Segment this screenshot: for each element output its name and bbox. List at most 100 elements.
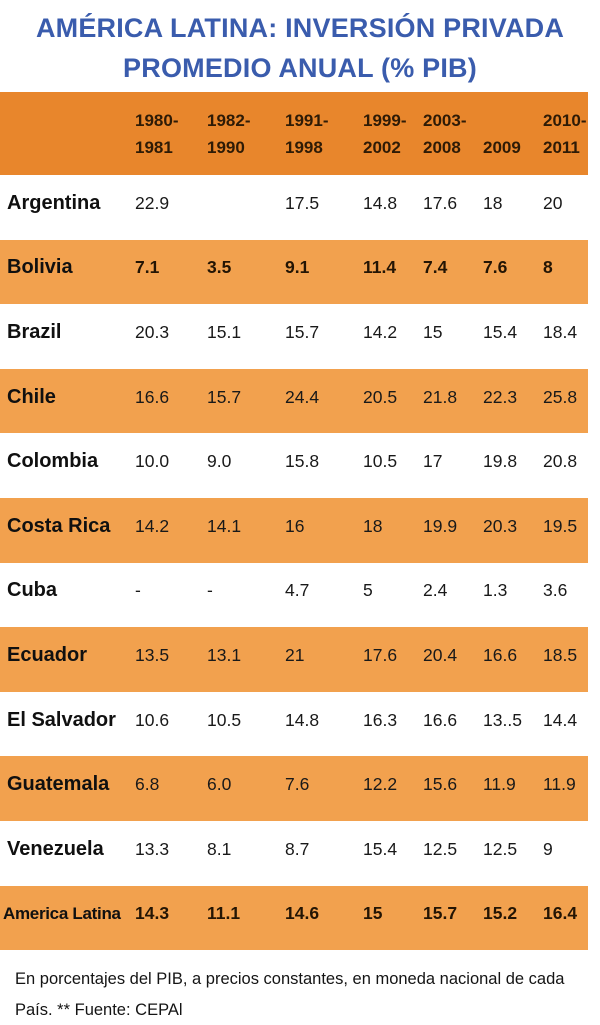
cell-value: 16.6	[423, 709, 458, 730]
country-column-header	[0, 92, 130, 175]
cell-value: 5	[363, 580, 373, 601]
cell-value: 17.5	[285, 192, 320, 213]
cell-value: 8.7	[285, 838, 310, 859]
country-label: Brazil	[7, 320, 62, 343]
country-label: America Latina	[3, 903, 121, 923]
cell-value: 9.1	[285, 257, 310, 278]
country-label: Cuba	[7, 579, 57, 602]
cell-value: 3.6	[543, 580, 568, 601]
cell-value: 16.4	[543, 903, 578, 924]
cell-value: 8.1	[207, 838, 232, 859]
cell-value: 11.1	[207, 903, 241, 924]
cell-value: -	[135, 580, 141, 601]
cell-value: 11.4	[363, 257, 397, 278]
cell-value: 20.3	[483, 515, 518, 536]
country-label: Venezuela	[7, 837, 104, 860]
cell-value: 22.3	[483, 386, 518, 407]
column-header: 1999- 2002	[363, 110, 407, 157]
cell-value: 12.2	[363, 774, 398, 795]
cell-value: 7.6	[483, 257, 508, 278]
cell-value	[202, 175, 280, 240]
country-label: El Salvador	[7, 708, 116, 731]
table-row: Ecuador 13.5 13.1 21 17.6 20.4 16.6 18.5	[0, 627, 588, 692]
cell-value: 20.4	[423, 644, 458, 665]
cell-value: 21.8	[423, 386, 458, 407]
country-label: Ecuador	[7, 643, 88, 666]
cell-value: 16.3	[363, 709, 398, 730]
cell-value: 18	[363, 515, 383, 536]
table-row: Argentina 22.9 17.5 14.8 17.6 18 20	[0, 175, 588, 240]
country-label: Argentina	[7, 191, 101, 214]
cell-value: 25.8	[543, 386, 578, 407]
cell-value: 20	[543, 192, 563, 213]
country-label: Guatemala	[7, 773, 110, 796]
cell-value: 9	[543, 838, 553, 859]
cell-value: 13.5	[135, 644, 170, 665]
table-row: Chile 16.6 15.7 24.4 20.5 21.8 22.3 25.8	[0, 368, 588, 434]
cell-value: 11.9	[543, 774, 576, 795]
cell-value: 18	[483, 192, 503, 213]
cell-value: 8	[543, 257, 553, 278]
cell-value: 10.0	[135, 451, 170, 472]
cell-value: 13.3	[135, 838, 170, 859]
cell-value: 20.3	[135, 321, 170, 342]
table-row: Venezuela 13.3 8.1 8.7 15.4 12.5 12.5 9	[0, 820, 588, 886]
cell-value: 15	[363, 903, 383, 924]
cell-value: 7.1	[135, 257, 160, 278]
cell-value: 17.6	[363, 644, 398, 665]
cell-value: 4.7	[285, 580, 310, 601]
cell-value: 15	[423, 321, 443, 342]
cell-value: 16.6	[135, 386, 170, 407]
column-header: 2003- 2008	[423, 110, 467, 157]
cell-value: 10.5	[363, 451, 398, 472]
column-header: 2009	[483, 137, 521, 157]
cell-value: 14.2	[363, 321, 398, 342]
table-row: Cuba - - 4.7 5 2.4 1.3 3.6	[0, 562, 588, 628]
cell-value: 16	[285, 515, 305, 536]
cell-value: 15.7	[423, 903, 458, 924]
cell-value: 10.6	[135, 709, 170, 730]
cell-value: 18.5	[543, 644, 578, 665]
country-label: Bolivia	[7, 256, 73, 279]
cell-value: 15.7	[207, 386, 242, 407]
cell-value: 13.1	[207, 644, 242, 665]
cell-value: 22.9	[135, 192, 170, 213]
cell-value: 19.9	[423, 515, 458, 536]
table-row: Bolivia 7.1 3.5 9.1 11.4 7.4 7.6 8	[0, 239, 588, 305]
table-row: Costa Rica 14.2 14.1 16 18 19.9 20.3 19.5	[0, 497, 588, 563]
cell-value: 6.8	[135, 774, 160, 795]
page-title: AMÉRICA LATINA: INVERSIÓN PRIVADA PROMED…	[0, 0, 600, 92]
cell-value: 15.4	[483, 321, 518, 342]
cell-value: 9.0	[207, 451, 232, 472]
cell-value: 15.8	[285, 451, 320, 472]
column-header: 1980- 1981	[135, 110, 179, 157]
cell-value: 14.8	[363, 192, 398, 213]
cell-value: 15.1	[207, 321, 242, 342]
column-header: 1982- 1990	[207, 110, 251, 157]
cell-value: 14.1	[207, 515, 242, 536]
cell-value: 14.3	[135, 903, 170, 924]
cell-value: 15.6	[423, 774, 458, 795]
cell-value: 14.8	[285, 709, 320, 730]
cell-value: -	[207, 580, 213, 601]
cell-value: 12.5	[423, 838, 458, 859]
cell-value: 15.2	[483, 903, 518, 924]
footnote: En porcentajes del PIB, a precios consta…	[15, 970, 565, 1020]
cell-value: 15.4	[363, 838, 398, 859]
table-row: Guatemala 6.8 6.0 7.6 12.2 15.6 11.9 11.9	[0, 756, 588, 821]
table-body: Argentina 22.9 17.5 14.8 17.6 18 20 Bolivia 7.1 3…	[0, 175, 588, 951]
country-label: Costa Rica	[7, 514, 111, 537]
title-line-1: AMÉRICA LATINA: INVERSIÓN PRIVADA	[35, 13, 565, 43]
cell-value: 18.4	[543, 321, 578, 342]
cell-value: 17.6	[423, 192, 458, 213]
country-label: Colombia	[7, 450, 99, 473]
cell-value: 1.3	[483, 580, 508, 601]
cell-value: 10.5	[207, 709, 242, 730]
column-header: 2010- 2011	[543, 110, 587, 157]
cell-value: 7.4	[423, 257, 448, 278]
cell-value: 17	[423, 451, 443, 472]
cell-value: 20.5	[363, 386, 398, 407]
cell-value: 14.2	[135, 515, 170, 536]
table-row: El Salvador 10.6 10.5 14.8 16.3 16.6 13..5 14.4	[0, 691, 588, 757]
cell-value: 19.8	[483, 451, 518, 472]
